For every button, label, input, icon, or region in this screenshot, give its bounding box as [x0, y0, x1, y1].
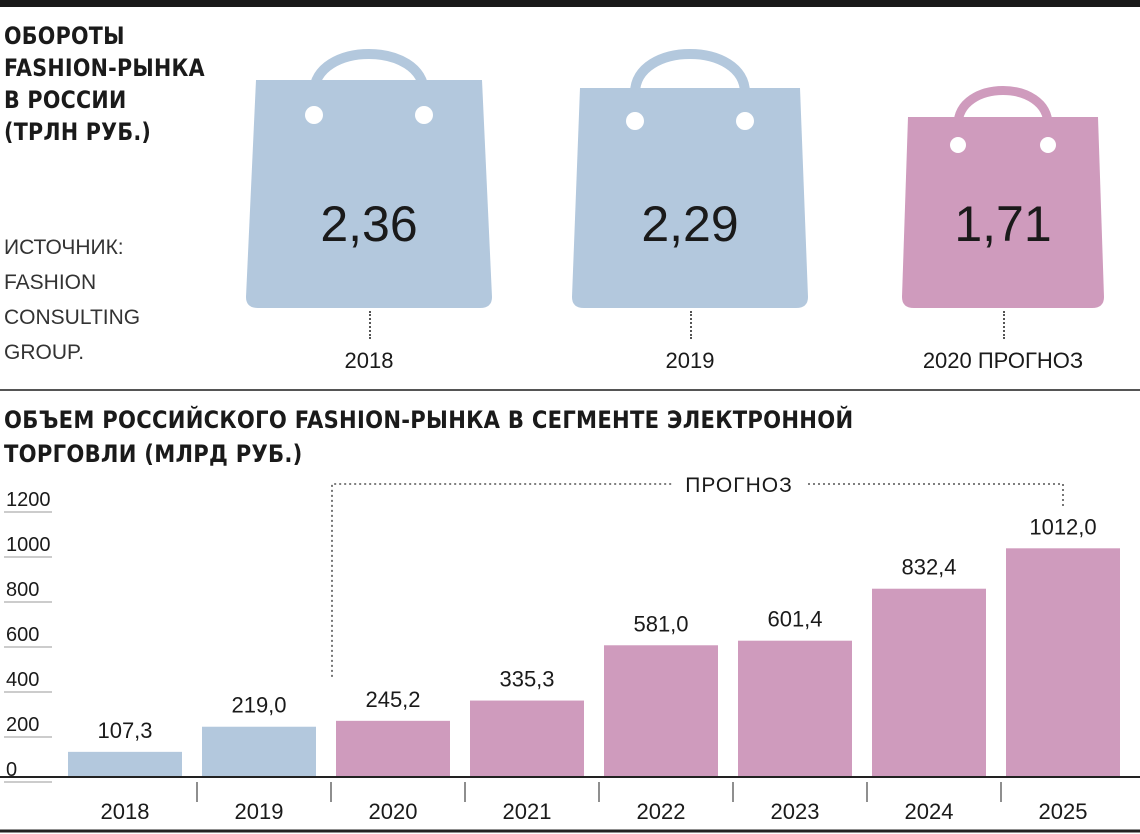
ecommerce-bar-chart: 0 200 400 600 800 1000 1200 107,3 219,0 245,2 335,…	[0, 474, 1140, 833]
bar	[738, 640, 852, 776]
bar-value-label: 245,2	[365, 687, 420, 712]
y-tick-label: 200	[6, 714, 39, 736]
forecast-label: ПРОГНОЗ	[685, 474, 793, 497]
forecast-bracket-right	[808, 483, 1064, 506]
ecommerce-title: ОБЪЕМ РОССИЙСКОГО FASHION-РЫНКА В СЕГМЕН…	[4, 406, 854, 468]
bag-value: 2,36	[320, 196, 418, 252]
top-rule	[0, 0, 1140, 7]
x-category-label: 2024	[905, 799, 954, 824]
y-tick-label: 1000	[6, 534, 51, 556]
bag-2019: 2,29	[572, 45, 808, 308]
dotted-connector	[690, 311, 692, 339]
x-category-label: 2025	[1039, 799, 1088, 824]
x-category-label: 2019	[235, 799, 284, 824]
bar-value-label: 219,0	[231, 693, 286, 718]
bag-year-label: 2020 ПРОГНОЗ	[922, 348, 1084, 373]
bar	[1006, 548, 1120, 776]
x-category-label: 2022	[637, 799, 686, 824]
bag-2020-forecast: 1,71	[902, 85, 1104, 308]
dotted-connector	[369, 311, 371, 339]
source-note: ИСТОЧНИК: FASHION CONSULTING GROUP.	[4, 236, 141, 364]
bar-value-label: 601,4	[767, 607, 822, 632]
shopping-bag-icon	[902, 86, 1104, 308]
x-category-label: 2023	[771, 799, 820, 824]
y-tick-label: 0	[6, 759, 17, 781]
x-category-label: 2021	[503, 799, 552, 824]
bar-value-label: 1012,0	[1029, 514, 1096, 539]
bar-value-label: 832,4	[901, 555, 956, 580]
x-category-label: 2020	[369, 799, 418, 824]
bar	[68, 751, 182, 776]
bag-value: 1,71	[954, 196, 1052, 252]
bag-2018: 2,36	[246, 45, 492, 308]
x-category-label: 2018	[101, 799, 150, 824]
bar	[872, 588, 986, 776]
y-tick-label: 1200	[6, 489, 51, 511]
bar	[604, 645, 718, 776]
dotted-connector	[1003, 311, 1005, 339]
y-tick-label: 400	[6, 669, 39, 691]
shopping-bag-icon	[246, 49, 492, 308]
bar-value-label: 335,3	[499, 667, 554, 692]
bar-value-label: 581,0	[633, 611, 688, 636]
y-tick-label: 800	[6, 579, 39, 601]
bag-year-label: 2019	[665, 348, 715, 373]
bag-year-label: 2018	[344, 348, 394, 373]
section-divider	[0, 389, 1140, 391]
bag-value: 2,29	[641, 196, 739, 252]
y-tick-label: 600	[6, 624, 39, 646]
bar	[202, 726, 316, 776]
bar	[470, 700, 584, 776]
shopping-bag-icon	[572, 49, 808, 308]
bar	[336, 720, 450, 776]
turnover-title: ОБОРОТЫ FASHION-РЫНКА В РОССИИ (ТРЛН РУБ…	[4, 22, 205, 146]
bar-value-label: 107,3	[97, 718, 152, 743]
